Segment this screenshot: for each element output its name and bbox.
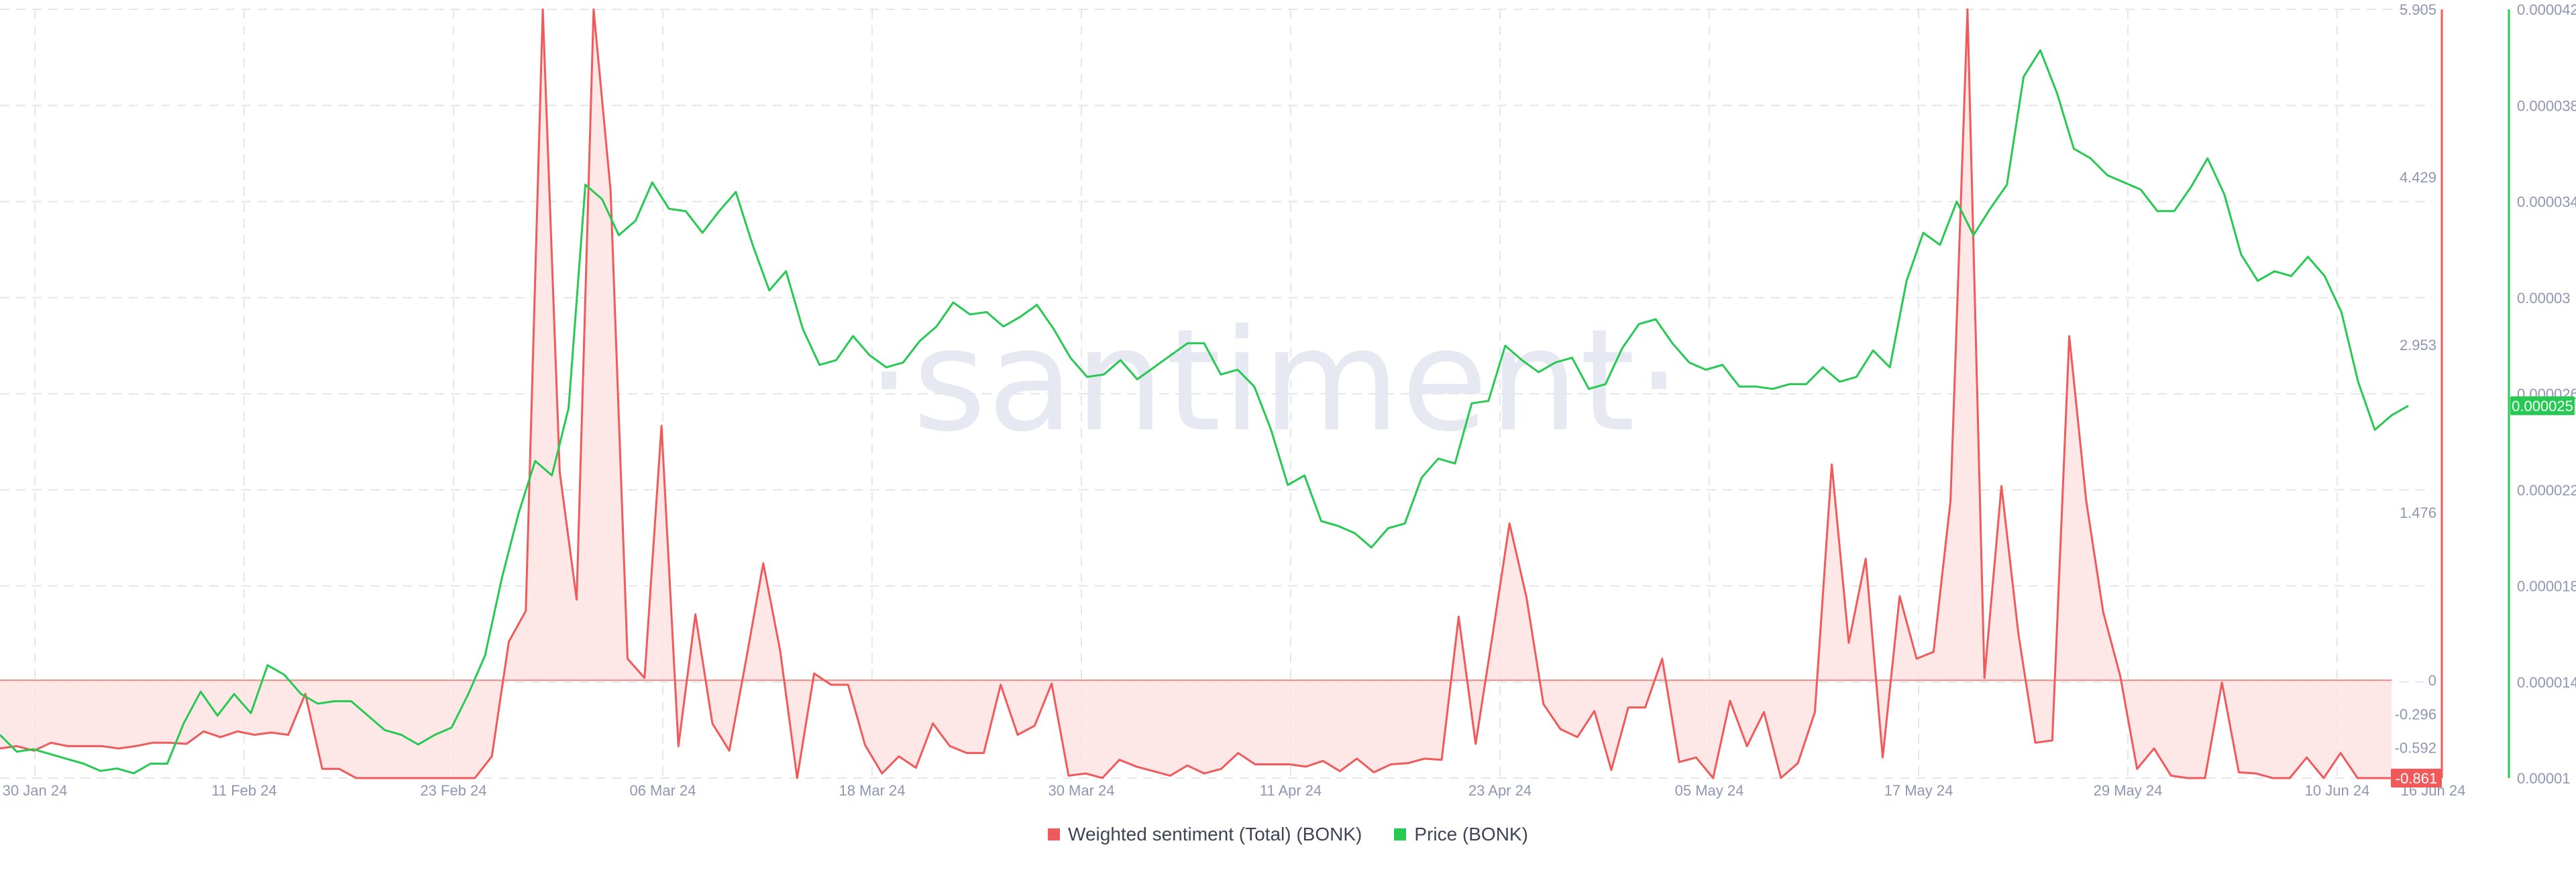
sentiment-current-label: -0.861 [2396, 770, 2437, 787]
legend-swatch-sentiment [1048, 828, 1061, 840]
x-tick-label: 17 May 24 [1884, 782, 1953, 799]
legend-item-price[interactable]: Price (BONK) [1394, 824, 1528, 845]
sentiment-tick-label: -0.592 [2395, 739, 2436, 756]
legend-label-sentiment: Weighted sentiment (Total) (BONK) [1068, 824, 1362, 844]
x-tick-label: 11 Apr 24 [1260, 782, 1322, 799]
sentiment-tick-label: 1.476 [2400, 504, 2436, 521]
x-tick-label: 10 Jun 24 [2305, 782, 2370, 799]
price-tick-label: 0.000038 [2517, 97, 2576, 114]
sentiment-current-badge [2391, 769, 2442, 787]
x-tick-label: 30 Jan 24 [3, 782, 68, 799]
x-tick-label: 18 Mar 24 [839, 782, 905, 799]
x-tick-label: 05 May 24 [1675, 782, 1744, 799]
price-current-badge [2510, 396, 2575, 415]
sentiment-line [0, 8, 2392, 779]
sentiment-tick-label: -0.296 [2395, 706, 2436, 722]
price-tick-label: 0.000022 [2517, 482, 2576, 498]
price-current-label: 0.000025 [2512, 398, 2573, 415]
x-tick-label: 11 Feb 24 [211, 782, 276, 799]
price-tick-label: 0.00003 [2517, 290, 2571, 307]
legend-swatch-price [1394, 828, 1407, 840]
x-tick-label: 29 May 24 [2094, 782, 2163, 799]
sentiment-tick-label: 5.905 [2400, 1, 2436, 18]
legend-item-sentiment[interactable]: Weighted sentiment (Total) (BONK) [1048, 824, 1362, 845]
price-tick-label: 0.000042 [2517, 1, 2576, 18]
price-tick-label: 0.000018 [2517, 578, 2576, 595]
x-tick-label: 23 Feb 24 [420, 782, 486, 799]
sentiment-tick-label: 0 [2428, 672, 2436, 689]
x-tick-label: 30 Mar 24 [1048, 782, 1114, 799]
price-tick-label: 0.000034 [2517, 194, 2576, 211]
price-line [0, 49, 2409, 775]
legend: Weighted sentiment (Total) (BONK) Price … [0, 824, 2576, 845]
x-tick-label: 23 Apr 24 [1468, 782, 1532, 799]
sentiment-tick-label: 4.429 [2400, 169, 2436, 186]
legend-label-price: Price (BONK) [1414, 824, 1528, 844]
x-tick-label: 06 Mar 24 [629, 782, 696, 799]
sentiment-tick-label: 2.953 [2400, 337, 2436, 353]
price-tick-label: 0.000014 [2517, 674, 2576, 691]
price-tick-label: 0.00001 [2517, 770, 2571, 787]
sentiment-area [0, 9, 2392, 778]
